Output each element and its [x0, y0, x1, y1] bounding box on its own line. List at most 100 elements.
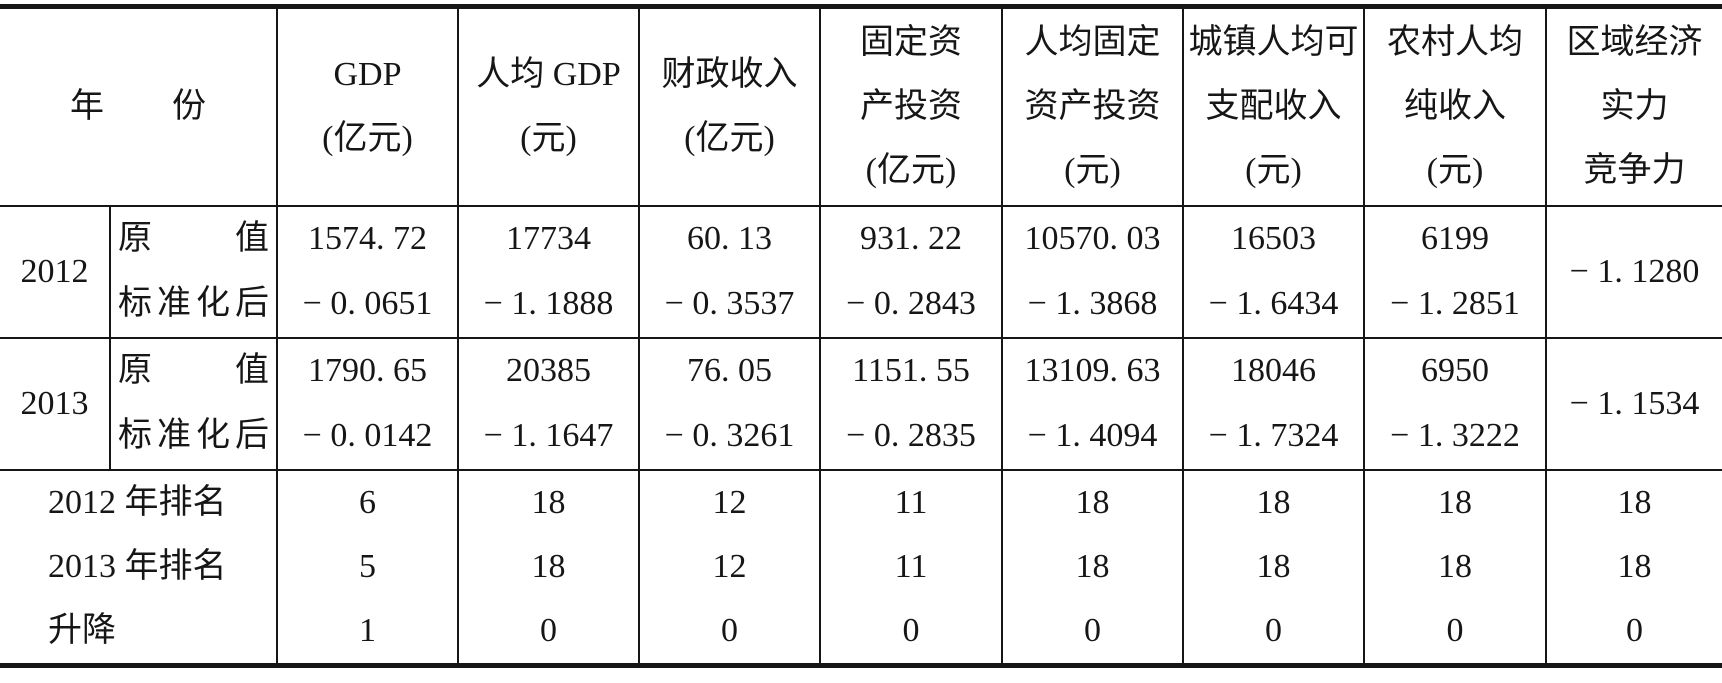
value-cell: 0 [457, 599, 639, 666]
value-cell: 6199 [1363, 206, 1546, 272]
value-cell: 10570. 03 [1001, 206, 1183, 272]
header-line: (亿元) [684, 120, 775, 157]
rank-change-label: 升降 [48, 611, 116, 649]
header-line: (元) [1245, 152, 1302, 189]
rank-2012-label: 2012 年排名 [48, 483, 227, 521]
value-cell: 13109. 63 [1001, 338, 1183, 404]
header-line: 产投资 [860, 88, 962, 125]
value-cell: 12 [638, 470, 820, 535]
value-cell: 1151. 55 [819, 338, 1002, 404]
value-cell: 0 [1001, 599, 1183, 666]
header-line: 区域经济 [1566, 24, 1703, 61]
header-line: (元) [1426, 152, 1484, 189]
col-header-per-capita-gdp: 人均 GDP (元) [457, 6, 639, 207]
value-cell: − 1. 1888 [457, 272, 639, 339]
value-cell: 11 [819, 535, 1002, 599]
header-line: 财政收入 [661, 56, 798, 93]
header-line: 资产投资 [1024, 88, 1161, 125]
value-cell: 18046 [1182, 338, 1364, 404]
value-cell: − 1. 7324 [1182, 404, 1364, 471]
value-cell: 11 [819, 470, 1002, 535]
row-rank-2013: 2013 年排名 5 18 12 11 18 18 18 18 [0, 535, 1722, 599]
row-label-original: 原 值 [109, 338, 277, 404]
value-cell: 18 [1545, 470, 1722, 535]
value-cell: − 1. 1647 [457, 404, 639, 471]
value-cell: 0 [1363, 599, 1546, 666]
value-cell: 0 [638, 599, 820, 666]
value-cell: 20385 [457, 338, 639, 404]
year-column-header: 年 份 [0, 6, 277, 207]
col-header-per-capita-fai: 人均固定 资产投资 (元) [1001, 6, 1183, 207]
value-cell: 18 [1545, 535, 1722, 599]
col-header-fixed-asset-investment: 固定资 产投资 (亿元) [819, 6, 1002, 207]
row-2012-original: 2012 原 值 1574. 72 17734 60. 13 931. 22 1… [0, 206, 1722, 339]
value-cell: − 0. 3537 [638, 272, 820, 339]
row-2013-standardized: 标准化后 − 0. 0142 − 1. 1647 − 0. 3261 − 0. … [0, 404, 1722, 471]
value-cell: 18 [1001, 535, 1183, 599]
value-cell: 1574. 72 [276, 206, 458, 272]
value-cell: 18 [1182, 535, 1364, 599]
value-cell: 12 [638, 535, 820, 599]
value-cell: 18 [1182, 470, 1364, 535]
col-header-urban-disposable-income: 城镇人均可 支配收入 (元) [1182, 6, 1364, 207]
value-cell: 18 [1001, 470, 1183, 535]
rank-2013-label: 2013 年排名 [48, 547, 227, 585]
value-cell: 16503 [1182, 206, 1364, 272]
row-rank-2012: 2012 年排名 6 18 12 11 18 18 18 18 [0, 470, 1722, 535]
value-cell: − 0. 2835 [819, 404, 1002, 471]
header-line: 人均固定 [1024, 24, 1161, 61]
value-cell: − 0. 2843 [819, 272, 1002, 339]
header-line: 人均 GDP [476, 56, 621, 93]
header-row: 年 份 GDP (亿元) 人均 GDP (元) 财政收入 (亿元) 固定资 产投… [0, 6, 1722, 207]
value-cell: 18 [457, 535, 639, 599]
row-rank-change: 升降 1 0 0 0 0 0 0 0 [0, 599, 1722, 666]
value-cell: − 1. 3222 [1363, 404, 1546, 471]
value-cell: − 0. 0651 [276, 272, 458, 339]
value-cell: − 1. 6434 [1182, 272, 1364, 339]
value-cell: 0 [819, 599, 1002, 666]
header-line: 支配收入 [1205, 88, 1342, 125]
value-cell: 1790. 65 [276, 338, 458, 404]
header-line: (元) [1064, 152, 1121, 189]
col-header-fiscal-revenue: 财政收入 (亿元) [638, 6, 820, 207]
value-cell: 60. 13 [638, 206, 820, 272]
header-line: 竞争力 [1583, 152, 1686, 189]
value-cell: 0 [1545, 599, 1722, 666]
value-cell: − 1. 3868 [1001, 272, 1183, 339]
value-cell: 18 [1363, 470, 1546, 535]
row-2012-standardized: 标准化后 − 0. 0651 − 1. 1888 − 0. 3537 − 0. … [0, 272, 1722, 339]
header-line: 固定资 [860, 24, 962, 61]
value-cell: 18 [1363, 535, 1546, 599]
header-line: (元) [520, 120, 577, 157]
value-cell: 17734 [457, 206, 639, 272]
document-page: 年 份 GDP (亿元) 人均 GDP (元) 财政收入 (亿元) 固定资 产投… [0, 4, 1722, 668]
header-line: 城镇人均可 [1188, 24, 1359, 61]
competitiveness-cell-2013: − 1. 1534 [1545, 338, 1722, 471]
value-cell: 931. 22 [819, 206, 1002, 272]
col-header-regional-competitiveness: 区域经济 实力 竞争力 [1545, 6, 1722, 207]
competitiveness-cell-2012: − 1. 1280 [1545, 206, 1722, 339]
value-cell: 6950 [1363, 338, 1546, 404]
value-cell: 1 [276, 599, 458, 666]
value-cell: 0 [1182, 599, 1364, 666]
header-line: 纯收入 [1404, 88, 1506, 125]
row-label-standardized: 标准化后 [109, 404, 277, 471]
row-label-standardized: 标准化后 [109, 272, 277, 339]
value-cell: − 0. 0142 [276, 404, 458, 471]
value-cell: − 1. 2851 [1363, 272, 1546, 339]
value-cell: 6 [276, 470, 458, 535]
header-line: (亿元) [322, 120, 413, 157]
value-cell: 18 [457, 470, 639, 535]
value-cell: − 0. 3261 [638, 404, 820, 471]
value-cell: − 1. 4094 [1001, 404, 1183, 471]
header-line: GDP [333, 56, 402, 93]
header-line: (亿元) [865, 152, 957, 189]
col-header-rural-net-income: 农村人均 纯收入 (元) [1363, 6, 1546, 207]
year-cell-2013: 2013 [0, 338, 110, 471]
row-label-original: 原 值 [109, 206, 277, 272]
statistics-table: 年 份 GDP (亿元) 人均 GDP (元) 财政收入 (亿元) 固定资 产投… [0, 4, 1722, 668]
value-cell: 5 [276, 535, 458, 599]
header-line: 农村人均 [1387, 24, 1523, 61]
col-header-gdp: GDP (亿元) [276, 6, 458, 207]
header-line: 实力 [1600, 88, 1669, 125]
